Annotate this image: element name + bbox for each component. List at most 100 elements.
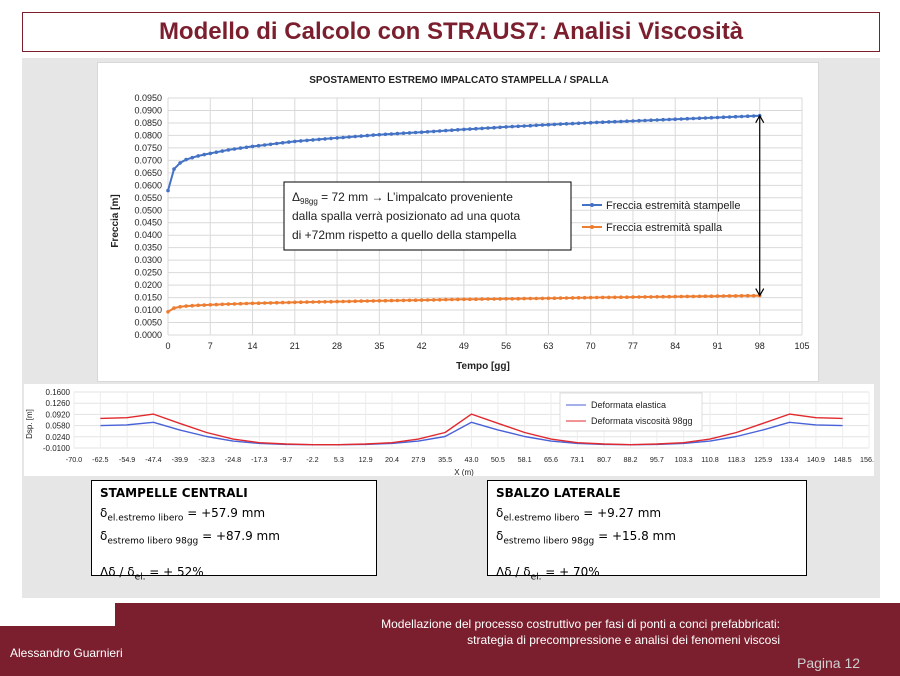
data-point [389,132,394,136]
x-axis-label: X (m) [454,468,474,476]
data-point [425,298,430,302]
data-point [697,116,702,120]
data-point [715,294,720,298]
data-point [202,303,206,307]
data-point [287,140,291,144]
x-tick-label: 84 [670,341,680,351]
data-point [226,148,231,152]
data-point [214,150,219,154]
data-point [600,120,605,124]
delta-arrow-head-bottom [755,288,765,297]
x-tick-label: 56 [501,341,511,351]
x-tick-label: 7 [208,341,213,351]
y-axis-label: Dsp. [m] [25,409,34,439]
data-point [431,129,436,134]
data-point [299,139,303,143]
annotation-line-1: Δ98gg = 72 mm → L’impalcato proveniente [292,190,513,206]
data-point [274,300,279,305]
footer-description: Modellazione del processo costruttivo pe… [381,617,780,647]
delta-arrow-head-top [755,114,765,124]
data-point [679,294,683,299]
data-point [474,297,478,301]
data-point [232,302,237,306]
annotation-line-3: di +72mm rispetto a quello della stampel… [292,228,517,242]
data-point [594,120,599,125]
box-line-viscous: δestremo libero 98gg = +15.8 mm [496,529,676,547]
y-tick-label: 0.0300 [134,255,162,265]
x-tick-label: 105 [794,341,809,351]
data-point [709,294,714,298]
data-point [383,298,388,303]
data-point [576,296,581,300]
x-tick-label: 50.5 [491,455,505,464]
data-point [480,126,484,131]
x-tick-label: 28 [332,341,342,351]
data-point [534,123,539,128]
data-point [637,295,641,299]
data-point [190,303,194,308]
x-tick-label: -70.0 [66,455,82,464]
y-tick-label: 0.0750 [134,143,162,153]
y-tick-label: 0.0400 [134,230,162,240]
slide-title-box: Modello di Calcolo con STRAUS7: Analisi … [22,12,880,52]
data-point [184,304,188,308]
data-point [655,118,659,122]
data-point [745,114,750,118]
data-point [407,131,412,135]
data-point [371,299,376,303]
y-tick-label: 0.0100 [134,305,162,315]
x-tick-label: -62.5 [92,455,108,464]
y-tick-label: 0.0250 [134,268,162,278]
legend-label-spalla: Freccia estremità spalla [606,222,723,234]
data-point [468,127,472,131]
box-line-elastic: δel.estremo libero = +9.27 mm [496,506,662,524]
data-point [462,127,466,132]
data-point [631,119,635,123]
x-tick-label: -32.3 [198,455,214,464]
data-point [359,134,364,138]
data-point [262,301,267,305]
data-point [244,145,249,150]
y-tick-label: 0.0700 [134,155,162,165]
data-point [619,119,623,124]
data-point [347,299,351,304]
data-point [371,133,376,137]
data-point [582,295,587,300]
x-tick-label: 14 [248,341,258,351]
deformation-profile-chart-svg: Dsp. [m] 0.1600 0.1260 0.0920 0.0580 0.0240 -… [25,388,878,477]
data-point [172,306,176,310]
data-point [178,305,182,309]
data-point [365,299,370,303]
data-point [456,128,460,132]
data-point [745,293,750,298]
data-point [643,295,647,299]
data-point [172,167,176,171]
data-point [468,297,472,302]
chart-title: SPOSTAMENTO ESTREMO IMPALCATO STAMPELLA … [309,75,608,86]
box-line-elastic: δel.estremo libero = +57.9 mm [100,506,266,524]
data-point [462,297,466,302]
data-point [395,298,400,303]
y-tick-label: 0.0000 [134,330,162,340]
data-point [419,130,424,134]
data-point [425,130,430,134]
y-tick-label: 0.0850 [134,118,162,128]
data-point [389,298,394,303]
x-tick-label: 12.9 [359,455,373,464]
y-tick-label: 0.1600 [46,388,71,397]
x-tick-label: -2.2 [306,455,318,464]
displacement-time-chart: SPOSTAMENTO ESTREMO IMPALCATO STAMPELLA … [97,62,819,382]
data-point [685,294,690,299]
x-tick-label: 73.1 [570,455,584,464]
x-tick-label: -24.8 [225,455,241,464]
box-line-viscous: δestremo libero 98gg = +87.9 mm [100,529,280,547]
data-point [353,299,357,303]
x-tick-label: 91 [712,341,722,351]
data-point [703,116,708,120]
x-tick-label: 103.3 [675,455,693,464]
y-tick-label: 0.0950 [134,93,162,103]
data-point [335,136,339,140]
y-tick-label: 0.0150 [134,293,162,303]
data-point [528,296,533,301]
data-point [190,155,194,160]
